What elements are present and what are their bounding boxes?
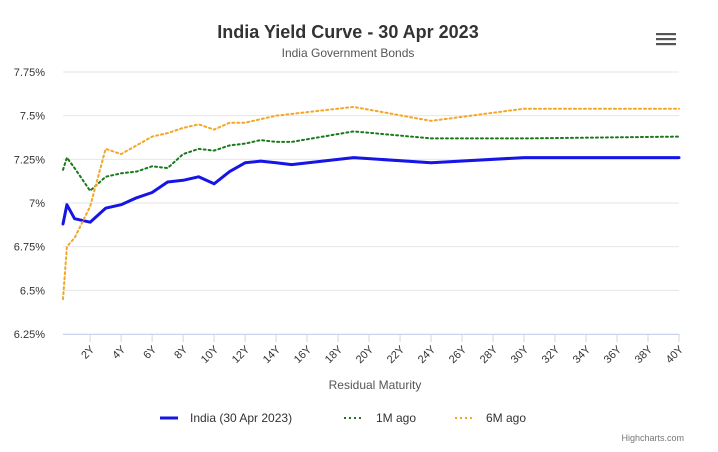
- legend-label: 6M ago: [486, 411, 526, 425]
- credits-link[interactable]: Highcharts.com: [621, 433, 684, 443]
- series-line-0: [61, 156, 681, 226]
- legend-item-1[interactable]: 1M ago: [344, 411, 416, 425]
- legend-item-0[interactable]: India (30 Apr 2023): [160, 411, 292, 425]
- legend: India (30 Apr 2023) 1M ago 6M ago: [160, 411, 526, 425]
- x-axis-title: Residual Maturity: [329, 378, 422, 392]
- chart-title: India Yield Curve - 30 Apr 2023: [217, 22, 478, 42]
- legend-label: India (30 Apr 2023): [190, 411, 292, 425]
- legend-label: 1M ago: [376, 411, 416, 425]
- y-tick-label: 7.5%: [20, 111, 45, 123]
- y-tick-label: 7.75%: [14, 67, 45, 79]
- series-lines: [61, 105, 681, 301]
- y-tick-label: 6.25%: [14, 329, 45, 341]
- chart-subtitle: India Government Bonds: [282, 46, 415, 60]
- y-tick-label: 6.75%: [14, 242, 45, 254]
- menu-icon[interactable]: [654, 29, 678, 47]
- y-tick-label: 7%: [29, 198, 45, 210]
- y-tick-label: 7.25%: [14, 154, 45, 166]
- y-axis-ticks: 6.25% 6.5% 6.75% 7% 7.25% 7.5% 7.75%: [14, 67, 45, 341]
- y-tick-label: 6.5%: [20, 285, 45, 297]
- series-line-2: [62, 105, 680, 301]
- legend-item-2[interactable]: 6M ago: [455, 411, 526, 425]
